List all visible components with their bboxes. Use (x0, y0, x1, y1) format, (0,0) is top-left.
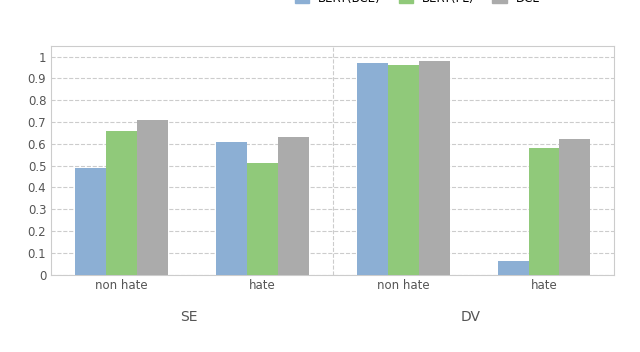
Bar (356, 63, 388, 275)
Bar (497, 262, 529, 275)
Bar (559, 139, 591, 275)
Bar (106, 131, 137, 275)
Bar (529, 148, 559, 275)
Bar (247, 163, 278, 275)
Bar (75, 168, 106, 275)
Bar (216, 142, 247, 275)
Text: DV: DV (460, 310, 481, 324)
Bar (278, 137, 309, 275)
Bar (388, 65, 419, 275)
Bar (419, 61, 450, 275)
Bar (137, 120, 168, 275)
Text: SE: SE (180, 310, 198, 324)
Legend: BERT(BCE), BERT(FL), DCL: BERT(BCE), BERT(FL), DCL (290, 0, 545, 10)
